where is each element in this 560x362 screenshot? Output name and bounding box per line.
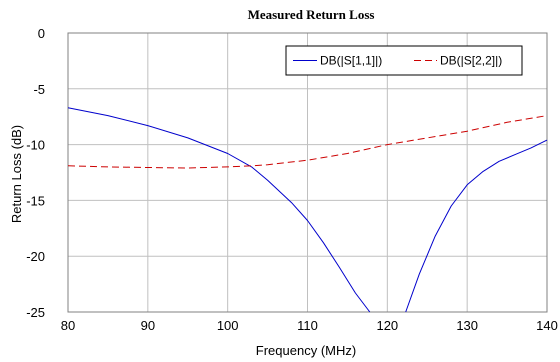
chart-title: Measured Return Loss [248, 7, 375, 22]
y-tick-label: -25 [26, 305, 45, 320]
y-tick-label: 0 [38, 26, 45, 41]
x-tick-label: 90 [141, 318, 155, 333]
x-tick-label: 130 [456, 318, 478, 333]
x-tick-label: 120 [376, 318, 398, 333]
series-layer [67, 107, 548, 313]
x-axis-label: Frequency (MHz) [256, 343, 356, 358]
x-tick-label: 140 [536, 318, 558, 333]
legend: DB(|S[1,1]|) DB(|S[2,2]|) [285, 45, 523, 76]
y-axis-label: Return Loss (dB) [9, 125, 24, 223]
plot-area [67, 32, 548, 313]
y-tick-label: -5 [33, 82, 45, 97]
tick-labels: 80 90 100 110 120 130 140 0 -5 -10 -15 -20 -25 [26, 26, 558, 333]
legend-box [285, 45, 523, 76]
grid-lines [68, 33, 547, 312]
legend-label: DB(|S[1,1]|) [320, 54, 382, 68]
x-tick-label: 100 [217, 318, 239, 333]
series-line [67, 107, 371, 313]
y-tick-label: -10 [26, 138, 45, 153]
legend-label: DB(|S[2,2]|) [440, 54, 502, 68]
x-tick-label: 80 [61, 318, 75, 333]
y-tick-label: -15 [26, 193, 45, 208]
series-line [405, 139, 548, 313]
x-tick-label: 110 [297, 318, 318, 333]
y-tick-label: -20 [26, 249, 45, 264]
